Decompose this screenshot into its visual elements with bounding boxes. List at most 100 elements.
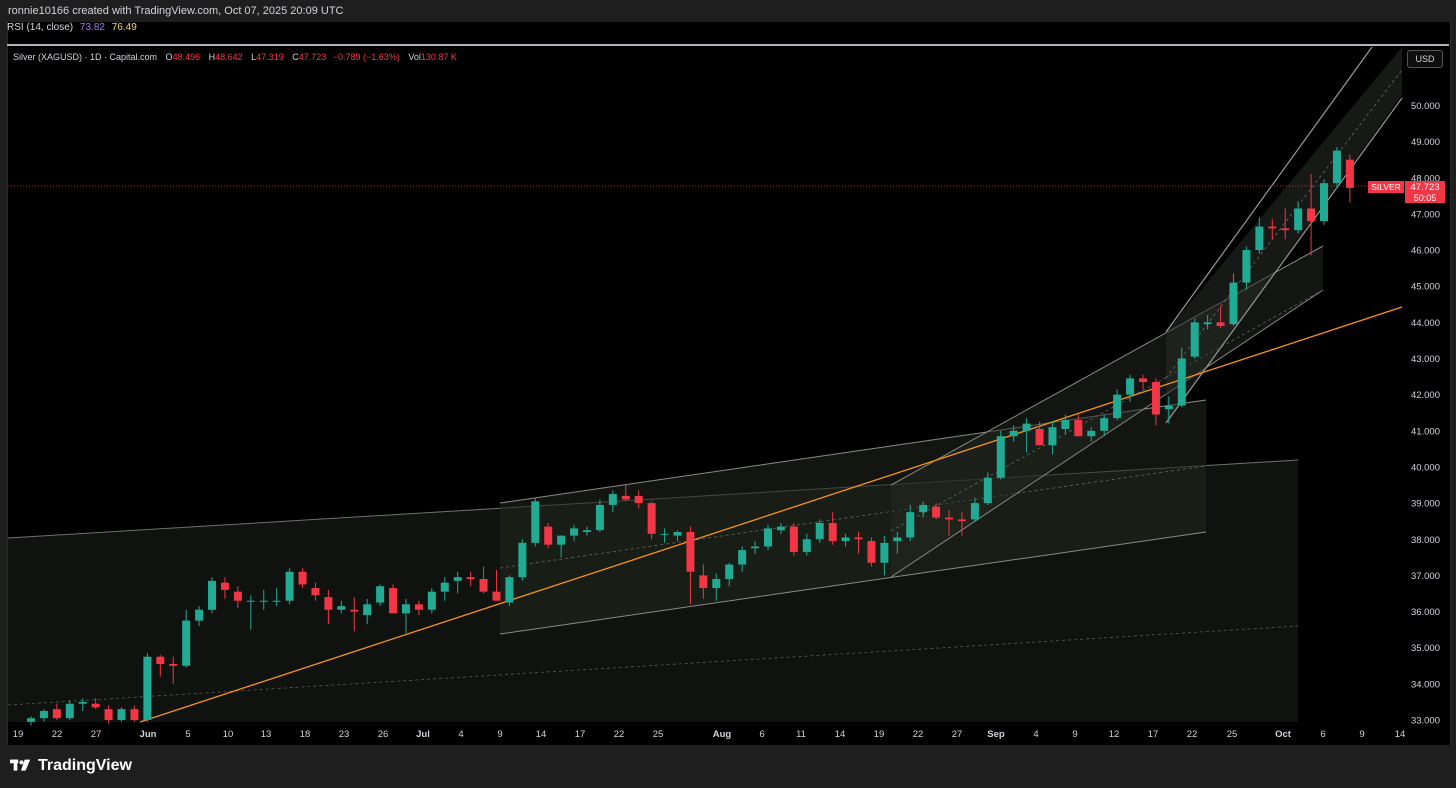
price-tick-label: 38.000 [1411, 535, 1440, 546]
candle-body [647, 503, 656, 534]
candle-body [259, 600, 268, 602]
pane-separator[interactable] [7, 44, 1449, 46]
credit-text: ronnie10166 created with TradingView.com… [8, 5, 344, 17]
candle-body [660, 533, 669, 535]
price-badge-name: SILVER [1371, 182, 1401, 192]
candle-body [272, 600, 281, 602]
candle-body [440, 582, 449, 592]
time-tick-label: 14 [536, 729, 547, 740]
price-tick-label: 37.000 [1411, 571, 1440, 582]
candle-body [505, 577, 514, 603]
candle-body [957, 519, 966, 522]
time-tick-label: 25 [653, 729, 664, 740]
time-tick-label: 14 [1395, 729, 1406, 740]
candle-body [570, 528, 579, 536]
candle-body [1022, 423, 1031, 431]
candle-body [725, 564, 734, 580]
price-tick-label: 33.000 [1411, 716, 1440, 727]
symbol-title: Silver (XAGUSD) · 1D · Capital.com [13, 52, 158, 62]
candle-body [156, 656, 165, 664]
time-tick-label: 19 [874, 729, 885, 740]
channel-4-lower [1165, 97, 1403, 424]
candle-body [1268, 226, 1277, 229]
candle-body [1345, 159, 1354, 188]
candle-body [104, 709, 113, 720]
candle-body [324, 597, 333, 610]
time-tick-label: 14 [835, 729, 846, 740]
time-tick-label: 26 [378, 729, 389, 740]
candle-body [1151, 381, 1160, 415]
price-tick-label: 39.000 [1411, 499, 1440, 510]
volume-label: Vol [408, 52, 421, 62]
candle-body [634, 495, 643, 504]
price-tick-label: 42.000 [1411, 390, 1440, 401]
candle-body [544, 526, 553, 545]
candle-body [1307, 208, 1316, 222]
candle-body [363, 604, 372, 616]
candle-body [208, 580, 217, 610]
symbol-legend[interactable]: Silver (XAGUSD) · 1D · Capital.com O48.4… [13, 52, 457, 62]
candles-layer [27, 147, 1354, 726]
tradingview-logo-icon [10, 759, 31, 771]
time-tick-label: 5 [185, 729, 190, 740]
candle-body [1087, 430, 1096, 437]
price-badge-bg [1405, 181, 1445, 203]
price-badge: SILVER 47.723 50:05 [1368, 181, 1445, 203]
candle-body [893, 537, 902, 542]
time-tick-label: 4 [1033, 729, 1038, 740]
channel-2-mid [499, 465, 1207, 569]
candle-body [699, 575, 708, 589]
candle-body [91, 703, 100, 708]
price-tick-label: 44.000 [1411, 318, 1440, 329]
time-tick-label: 23 [339, 729, 350, 740]
brand-name: TradingView [38, 757, 132, 774]
rsi-legend[interactable]: RSI (14, close) 73.82 76.49 [7, 22, 137, 33]
tradingview-brand[interactable]: TradingView [10, 757, 132, 775]
candle-body [1035, 428, 1044, 446]
price-badge-price: 47.723 [1410, 182, 1439, 193]
close-value: 47.723 [298, 52, 327, 62]
candle-body [169, 663, 178, 666]
time-tick-label: 22 [614, 729, 625, 740]
channel-3-lower [890, 289, 1324, 578]
price-tick-label: 36.000 [1411, 607, 1440, 618]
time-tick-label: Sep [987, 729, 1005, 740]
candle-body [1294, 208, 1303, 231]
volume-value: 130.87 K [420, 52, 457, 62]
price-tick-label: 46.000 [1411, 246, 1440, 257]
candle-body [337, 606, 346, 610]
time-axis[interactable]: 19 22 27 Jun 5 10 13 18 23 26 Jul 4 9 14 17 22 25 Aug 6 11 1… [13, 729, 1406, 740]
top-bar: ronnie10166 created with TradingView.com… [0, 0, 1456, 22]
candle-body [1229, 282, 1238, 325]
candle-body [492, 591, 501, 601]
candle-body [1203, 322, 1212, 325]
time-tick-label: 10 [223, 729, 234, 740]
price-badge-countdown: 50:05 [1414, 193, 1437, 203]
channel-2-lower [499, 531, 1207, 635]
candle-body [65, 703, 74, 719]
change-value: −0.789 (−1.63%) [332, 52, 400, 62]
candle-body [1061, 419, 1070, 429]
time-tick-label: Jun [140, 729, 157, 740]
candle-body [182, 620, 191, 666]
candle-body [1164, 405, 1173, 410]
candle-body [401, 604, 410, 614]
currency-button[interactable]: USD [1407, 50, 1443, 68]
candle-body [376, 586, 385, 603]
price-axis[interactable]: 33.000 34.000 35.000 36.000 37.000 38.000 39.0… [1411, 101, 1440, 727]
candle-body [1281, 228, 1290, 231]
candle-body [414, 604, 423, 610]
candle-body [776, 526, 785, 531]
channel-4-mid [1165, 69, 1403, 379]
candle-body [466, 577, 475, 580]
candle-body [531, 501, 540, 543]
candle-body [298, 571, 307, 585]
candle-body [130, 709, 139, 720]
time-tick-label: 25 [1227, 729, 1238, 740]
candle-body [1126, 378, 1135, 395]
candle-body [220, 582, 229, 590]
candle-body [389, 588, 398, 614]
time-tick-label: 9 [1072, 729, 1077, 740]
candle-body [27, 718, 35, 722]
